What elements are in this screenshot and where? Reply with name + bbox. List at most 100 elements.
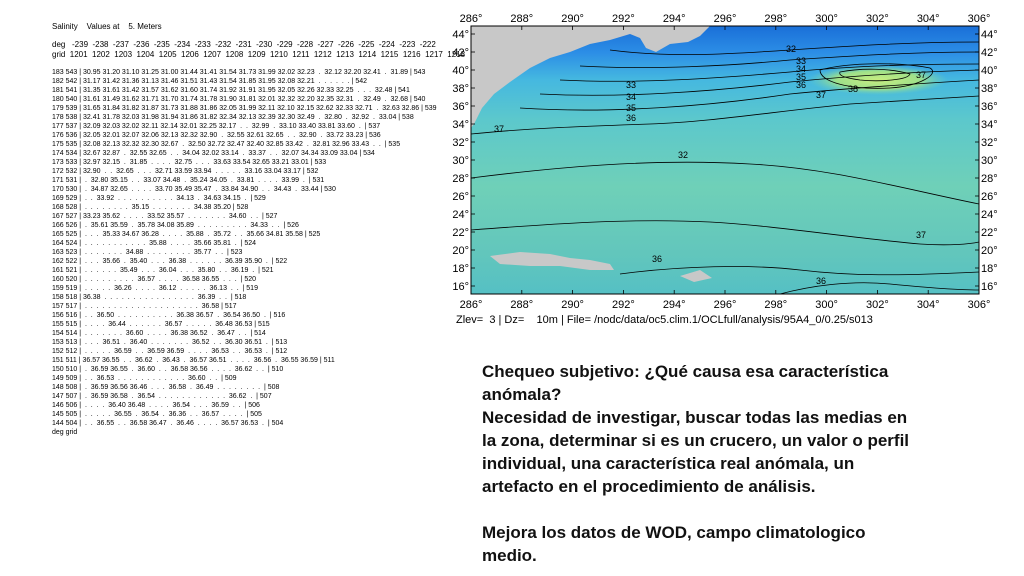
x-tick-label: 304° [917,13,940,25]
contour-label: 32 [678,150,688,160]
x-tick-label: 296° [714,13,737,25]
y-tick-label: 20° [452,245,469,257]
x-tick-label: 302° [866,13,889,25]
table-row: 172 532 | 32.90 . . 32.65 . . . 32.71 33… [52,168,319,175]
y-tick-label: 24° [981,209,998,221]
x-tick-label: 294° [663,13,686,25]
y-tick-label: 44° [452,29,469,41]
table-rows: 183 543 | 30.95 31.20 31.10 31.25 31.00 … [52,68,450,428]
land-north-america [471,26,660,128]
contour-label: 33 [796,56,806,66]
contour-label: 37 [916,70,926,80]
x-tick-label: 302° [866,299,889,311]
table-row: 170 530 | . 34.87 32.65 . . . . 33.70 35… [52,186,336,193]
y-tick-label: 40° [452,65,469,77]
contour-label: 34 [796,64,806,74]
table-row: 179 539 | 31.65 31.84 31.82 31.87 31.73 … [52,105,437,112]
y-tick-label: 38° [981,83,998,95]
x-tick-label: 306° [968,299,991,311]
slide-body-text: Chequeo subjetivo: ¿Qué causa esa caract… [482,360,922,567]
map-caption: Zlev= 3 | Dz= 10m | File= /nodc/data/oc5… [456,314,873,326]
y-tick-label: 36° [452,101,469,113]
table-row: 173 533 | 32.97 32.15 . 31.85 . . . . 32… [52,159,327,166]
contour-label: 36 [816,276,826,286]
table-row: 183 543 | 30.95 31.20 31.10 31.25 31.00 … [52,69,426,76]
salinity-contour-map: 32 33 34 35 36 37 38 37 33 34 35 36 37 3… [452,13,998,311]
y-tick-label: 26° [981,191,998,203]
x-tick-label: 292° [612,13,635,25]
table-row: 175 535 | 32.08 32.13 32.32 32.30 32.67 … [52,141,401,148]
y-tick-label: 30° [452,155,469,167]
table-row: 178 538 | 32.41 31.78 32.03 31.98 31.94 … [52,114,414,121]
table-row: 158 518 | 36.38 . . . . . . . . . . . . … [52,294,247,301]
contour-label: 34 [626,92,636,102]
x-tick-label: 290° [561,299,584,311]
x-tick-label: 286° [460,299,483,311]
contour-label: 37 [816,90,826,100]
y-tick-label: 34° [452,119,469,131]
y-tick-label: 20° [981,245,998,257]
x-tick-label: 304° [917,299,940,311]
y-tick-label: 24° [452,209,469,221]
salinity-data-table: Salinity Values at 5. Meters deg -239 -2… [52,22,466,437]
contour-label: 32 [786,44,796,54]
table-row: 146 506 | . . . . 36.40 36.48 . . . . 36… [52,402,260,409]
table-deg-header: deg -239 -238 -237 -236 -235 -234 -233 -… [52,40,436,49]
x-tick-label: 296° [714,299,737,311]
table-row: 155 515 | . . . . 36.44 . . . . . . 36.5… [52,321,270,328]
x-tick-label: 288° [510,299,533,311]
table-row: 180 540 | 31.61 31.49 31.62 31.71 31.70 … [52,96,426,103]
question-text: Chequeo subjetivo: ¿Qué causa esa caract… [482,362,889,404]
table-row: 164 524 | . . . . . . . . . . . 35.88 . … [52,240,257,247]
table-row: 171 531 | . 32.80 35.15 . . 33.07 34.48 … [52,177,325,184]
y-tick-label: 22° [981,227,998,239]
table-row: 165 525 | . . . 35.33 34.67 36.28 . . . … [52,231,321,238]
y-tick-label: 16° [452,281,469,293]
y-tick-label: 18° [452,263,469,275]
contour-label: 33 [626,80,636,90]
land-caribbean-islands [490,252,614,270]
contour-label: 36 [796,80,806,90]
table-row: 157 517 | . . . . . . . . . . . . . . . … [52,303,237,310]
x-tick-label: 298° [764,13,787,25]
y-tick-label: 44° [981,29,998,41]
y-tick-label: 32° [981,137,998,149]
contour-label: 35 [626,103,636,113]
y-tick-label: 42° [981,47,998,59]
table-row: 149 509 | . . 36.53 . . . . . . . . . . … [52,375,237,382]
table-row: 176 536 | 32.05 32.01 32.07 32.06 32.13 … [52,132,381,139]
table-row: 145 505 | . . . . . 36.55 . 36.54 . 36.3… [52,411,262,418]
y-tick-label: 32° [452,137,469,149]
y-tick-label: 36° [981,101,998,113]
contour-label: 36 [626,113,636,123]
x-tick-label: 286° [460,13,483,25]
contour-label: 37 [494,124,504,134]
x-tick-label: 294° [663,299,686,311]
y-tick-label: 42° [452,47,469,59]
table-row: 160 520 | . . . . . . . . . 36.57 . . . … [52,276,257,283]
table-row: 152 512 | . . . . . 36.59 . . 36.59 36.5… [52,348,288,355]
land-nova-scotia [610,26,710,52]
contour-lines [470,41,980,295]
conclusion-text: Mejora los datos de WOD, campo climatolo… [482,523,866,565]
table-grid-header: grid 1201 1202 1203 1204 1205 1206 1207 … [52,50,466,59]
x-tick-label: 300° [815,13,838,25]
contour-label: 38 [848,84,858,94]
contour-label: 35 [796,72,806,82]
table-row: 159 519 | . . . . . 36.26 . . . . 36.12 … [52,285,258,292]
y-tick-label: 40° [981,65,998,77]
land-antilles [680,270,712,282]
x-tick-label: 298° [764,299,787,311]
x-tick-label: 288° [510,13,533,25]
contour-label: 37 [916,230,926,240]
y-tick-label: 28° [981,173,998,185]
x-tick-label: 290° [561,13,584,25]
x-tick-label: 300° [815,299,838,311]
table-row: 154 514 | . . . . . . . 36.60 . . . . 36… [52,330,266,337]
table-row: 144 504 | . . 36.55 . . 36.58 36.47 . 36… [52,420,284,427]
x-tick-label: 292° [612,299,635,311]
table-row: 169 529 | . . 33.92 . . . . . . . . . . … [52,195,266,202]
table-row: 153 513 | . . . 36.51 . 36.40 . . . . . … [52,339,288,346]
y-tick-label: 34° [981,119,998,131]
table-row: 147 507 | . 36.59 36.58 . 36.54 . . . . … [52,393,272,400]
